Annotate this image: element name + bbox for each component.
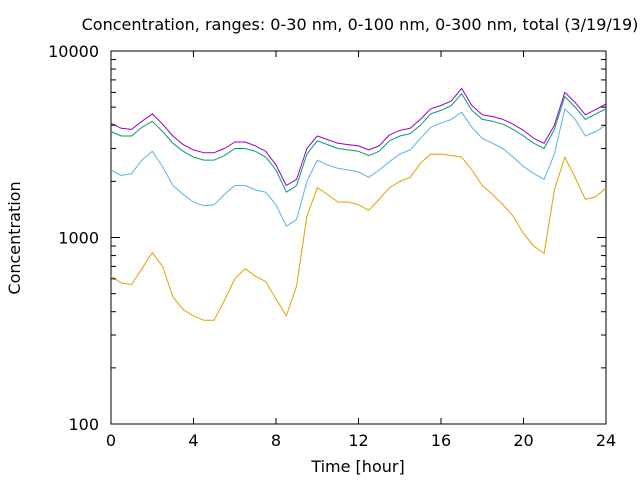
chart-title: Concentration, ranges: 0-30 nm, 0-100 nm… <box>82 15 639 34</box>
x-tick-label: 8 <box>271 431 281 450</box>
series-line-1 <box>110 153 607 321</box>
plot-frame <box>110 50 607 425</box>
y-tick-label: 10000 <box>48 42 99 61</box>
x-tick-label: 20 <box>513 431 533 450</box>
y-tick-label: 1000 <box>58 229 99 248</box>
x-tick-label: 0 <box>106 431 116 450</box>
series-line-4 <box>110 87 607 186</box>
x-tick-label: 12 <box>348 431 368 450</box>
y-axis-label: Concentration <box>5 181 24 294</box>
x-tick-label: 24 <box>596 431 616 450</box>
series-layer <box>110 87 607 321</box>
x-axis-ticks: 0 4 8 12 16 20 24 <box>106 51 616 450</box>
x-axis-label: Time [hour] <box>310 457 404 476</box>
plot-border <box>110 50 607 425</box>
series-line-3 <box>110 93 607 193</box>
x-tick-label: 4 <box>188 431 198 450</box>
series-line-2 <box>110 108 607 227</box>
x-tick-label: 16 <box>431 431 451 450</box>
y-axis-ticks: 100 1000 10000 <box>48 42 606 434</box>
y-tick-label: 100 <box>68 415 99 434</box>
